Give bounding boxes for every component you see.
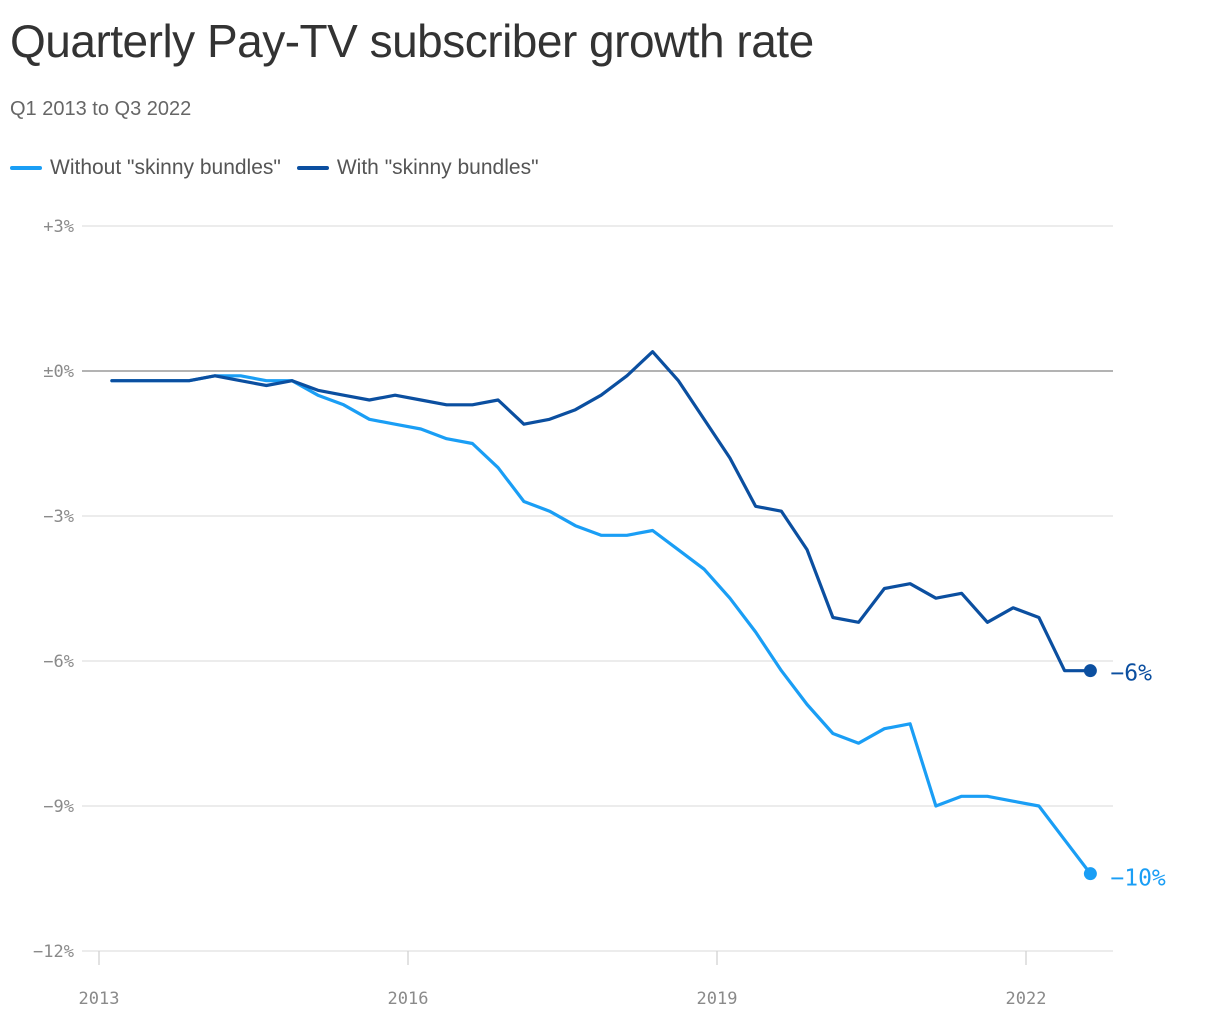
legend-item-without-skinny: Without "skinny bundles" — [10, 156, 281, 180]
page-subtitle: Q1 2013 to Q3 2022 — [10, 98, 192, 120]
legend-item-with-skinny: With "skinny bundles" — [296, 156, 539, 180]
legend-label-without-skinny: Without "skinny bundles" — [50, 156, 281, 179]
legend: Without "skinny bundles" With "skinny bu… — [10, 156, 555, 180]
y-tick-label: ±0% — [43, 362, 74, 382]
y-tick-label: −9% — [43, 797, 74, 817]
y-tick-label: −6% — [43, 652, 74, 672]
x-tick-label: 2013 — [79, 989, 120, 1009]
y-tick-label: −12% — [33, 942, 74, 962]
series-end-label-1: −6% — [1110, 661, 1152, 687]
page-title: Quarterly Pay-TV subscriber growth rate — [10, 15, 814, 67]
series-line-0 — [110, 374, 1092, 876]
legend-swatch-without-skinny — [10, 166, 42, 170]
y-tick-label: +3% — [43, 217, 74, 237]
series-end-label-0: −10% — [1110, 866, 1166, 892]
x-tick-label: 2016 — [388, 989, 429, 1009]
x-tick-label: 2019 — [697, 989, 738, 1009]
x-tick-label: 2022 — [1006, 989, 1047, 1009]
series-line-1 — [110, 350, 1092, 673]
legend-swatch-with-skinny — [296, 166, 329, 170]
series-endpoint-1 — [1083, 664, 1097, 678]
y-tick-label: −3% — [43, 507, 74, 527]
legend-label-with-skinny: With "skinny bundles" — [336, 156, 539, 179]
series-endpoint-0 — [1083, 867, 1097, 881]
